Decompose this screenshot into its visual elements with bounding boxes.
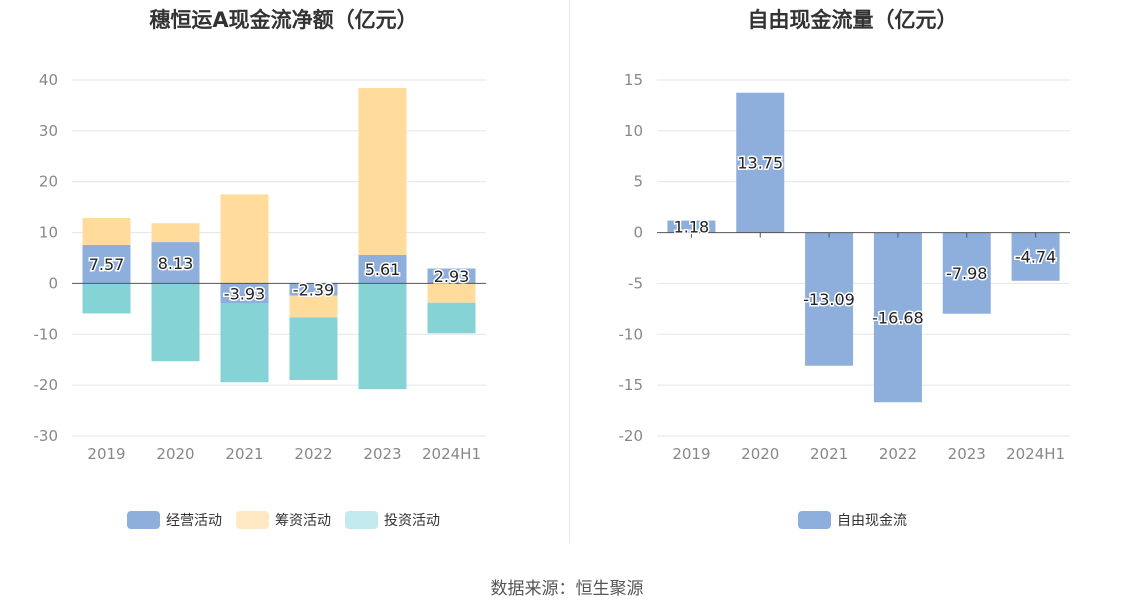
- legend-label: 经营活动: [166, 513, 222, 529]
- y-tick-label: 0: [633, 224, 643, 242]
- source-label: 数据来源：恒生聚源: [490, 579, 644, 599]
- y-tick-label: 15: [624, 71, 643, 89]
- bar-operating: [151, 242, 200, 284]
- x-tick-label: 2020: [156, 445, 194, 463]
- x-tick-label: 2020: [741, 445, 779, 463]
- panel-divider: [569, 0, 570, 543]
- fcf-chart: 15 10 5 0 -5 -10 -15 -20 2019 2020 2021 2022 2023 202…: [619, 71, 1070, 463]
- bar-investing: [151, 283, 200, 362]
- legend-label: 自由现金流: [837, 513, 907, 529]
- x-tick-label: 2019: [672, 445, 710, 463]
- chart-legend: 自由现金流: [571, 510, 1134, 530]
- legend-label: 筹资活动: [275, 513, 331, 529]
- x-tick-label: 2022: [294, 445, 332, 463]
- bar-operating: [427, 268, 476, 284]
- chart-title: 穗恒运A现金流净额（亿元）: [149, 8, 418, 32]
- chart-legend: 经营活动 筹资活动 投资活动: [0, 510, 567, 530]
- bar-investing: [289, 317, 338, 381]
- legend-swatch: [127, 511, 160, 529]
- x-tick-label: 2023: [363, 445, 401, 463]
- y-tick-label: -30: [34, 427, 59, 445]
- legend-label: 投资活动: [384, 513, 440, 529]
- legend-swatch: [345, 511, 378, 529]
- y-tick-label: -20: [34, 376, 59, 394]
- bar-free-cash-flow: [667, 220, 716, 233]
- data-label: 5.61: [365, 260, 401, 279]
- legend-swatch: [236, 511, 269, 529]
- data-label: -3.93: [224, 284, 265, 303]
- x-tick-label: 2023: [948, 445, 986, 463]
- bar-investing: [358, 283, 407, 390]
- bar-financing: [220, 194, 269, 284]
- data-label: 7.57: [89, 255, 125, 274]
- y-tick-label: -20: [619, 427, 644, 445]
- y-tick-label: -15: [619, 376, 644, 394]
- bar-investing: [82, 283, 131, 314]
- x-tick-label: 2021: [810, 445, 848, 463]
- x-tick-label: 2024H1: [1006, 445, 1065, 463]
- bar-free-cash-flow: [942, 232, 991, 314]
- data-label: -13.09: [803, 290, 855, 309]
- legend-item-operating[interactable]: 经营活动: [127, 510, 222, 530]
- x-tick-label: 2021: [225, 445, 263, 463]
- data-label: 13.75: [737, 154, 783, 173]
- x-tick-label: 2019: [87, 445, 125, 463]
- bar-financing: [82, 217, 131, 245]
- y-tick-label: 30: [39, 122, 58, 140]
- bar-operating: [220, 283, 269, 304]
- bar-free-cash-flow: [1011, 232, 1060, 281]
- data-label: 8.13: [158, 254, 194, 273]
- data-label: 1.18: [674, 218, 710, 237]
- bar-free-cash-flow: [736, 92, 785, 233]
- bar-free-cash-flow: [873, 232, 922, 403]
- y-tick-label: 10: [39, 224, 58, 242]
- data-label: -2.39: [293, 281, 334, 300]
- y-tick-label: -10: [34, 325, 59, 343]
- y-tick-label: -5: [628, 274, 643, 292]
- fcf-chart-panel: 自由现金流量（亿元） 15 10 5 0 -5 -10 -15 -20 2019 2020 2021…: [571, 0, 1134, 545]
- bar-operating: [358, 254, 407, 284]
- legend-item-financing[interactable]: 筹资活动: [236, 510, 331, 530]
- data-label: 2.93: [434, 267, 470, 286]
- y-tick-label: 20: [39, 173, 58, 191]
- legend-item-investing[interactable]: 投资活动: [345, 510, 440, 530]
- legend-item-fcf[interactable]: 自由现金流: [798, 510, 907, 530]
- bar-financing: [358, 88, 407, 255]
- bar-operating: [289, 283, 338, 296]
- data-label: -16.68: [872, 308, 924, 327]
- y-tick-label: -10: [619, 325, 644, 343]
- legend-swatch: [798, 511, 831, 529]
- bar-financing: [289, 295, 338, 318]
- y-tick-label: 0: [48, 274, 58, 292]
- bar-operating: [82, 244, 131, 284]
- data-label: -4.74: [1015, 248, 1056, 267]
- x-tick-label: 2024H1: [422, 445, 481, 463]
- y-tick-label: 5: [633, 173, 643, 191]
- data-label: -7.98: [946, 264, 987, 283]
- bar-investing: [220, 303, 269, 383]
- y-tick-label: 40: [39, 71, 58, 89]
- chart-title: 自由现金流量（亿元）: [747, 8, 958, 32]
- bar-financing: [427, 283, 476, 303]
- cashflow-chart: 40 30 20 10 0 -10 -20 -30 2019 2020 2021 2022 2023 20…: [34, 71, 486, 463]
- x-tick-label: 2022: [879, 445, 917, 463]
- bar-financing: [151, 223, 200, 243]
- bar-investing: [427, 302, 476, 334]
- bar-free-cash-flow: [805, 232, 854, 366]
- y-tick-label: 10: [624, 122, 643, 140]
- cashflow-chart-panel: 穗恒运A现金流净额（亿元） 40 30 20 10 0 -10 -20 -30 2019 2020…: [0, 0, 567, 545]
